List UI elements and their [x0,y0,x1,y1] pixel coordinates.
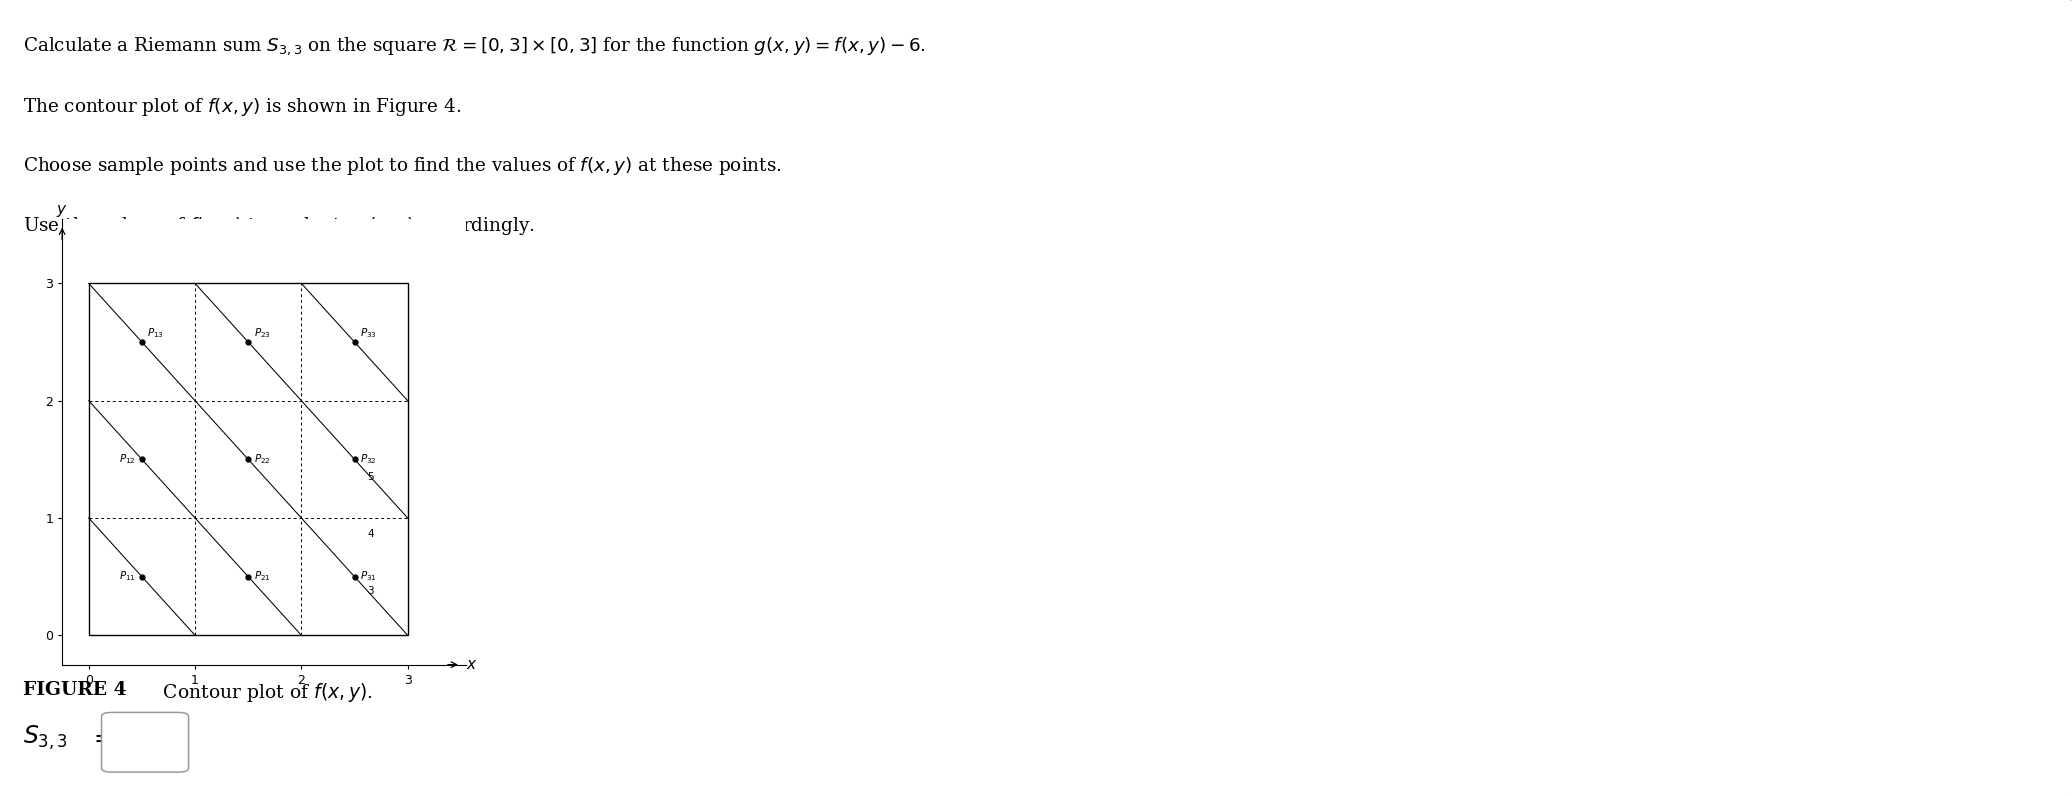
Text: Contour plot of $f(x, y)$.: Contour plot of $f(x, y)$. [151,681,373,704]
Text: Calculate a Riemann sum $S_{3,3}$ on the square $\mathcal{R} = [0, 3] \times [0,: Calculate a Riemann sum $S_{3,3}$ on the… [23,36,926,57]
Text: $P_{22}$: $P_{22}$ [253,452,269,466]
Text: $P_{23}$: $P_{23}$ [253,326,271,340]
Text: Use the values of $f(x, y)$ to evaluate $g(x, y)$ accordingly.: Use the values of $f(x, y)$ to evaluate … [23,215,535,237]
Text: $P_{13}$: $P_{13}$ [147,326,164,340]
Text: $P_{31}$: $P_{31}$ [361,569,377,583]
Text: 3: 3 [367,586,373,595]
Text: 5: 5 [367,472,373,482]
Text: $P_{11}$: $P_{11}$ [118,569,135,583]
Text: FIGURE 4: FIGURE 4 [23,681,126,699]
Bar [89,283,408,635]
Text: $x$: $x$ [466,657,479,672]
Text: $P_{32}$: $P_{32}$ [361,452,377,466]
Text: The contour plot of $f(x, y)$ is shown in Figure 4.: The contour plot of $f(x, y)$ is shown i… [23,96,462,118]
FancyBboxPatch shape [102,712,189,772]
Text: $S_{3,3}$: $S_{3,3}$ [23,724,68,752]
Text: Choose sample points and use the plot to find the values of $f(x, y)$ at these p: Choose sample points and use the plot to… [23,155,781,178]
Text: $P_{21}$: $P_{21}$ [253,569,271,583]
Text: 4: 4 [367,529,373,540]
Text: $P_{12}$: $P_{12}$ [118,452,135,466]
Text: $P_{33}$: $P_{33}$ [361,326,377,340]
Text: $y$: $y$ [56,203,68,219]
Text: $=$: $=$ [89,727,114,749]
